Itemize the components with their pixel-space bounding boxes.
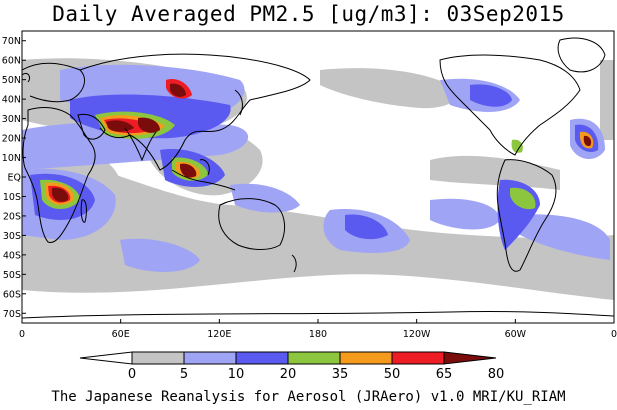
colorbar-segment (391, 351, 445, 365)
lat-tick-label: 70S (3, 309, 21, 320)
colorbar-label: 50 (384, 367, 401, 382)
lat-tick-label: 10N (2, 153, 21, 164)
lat-tick-label: 20N (2, 134, 21, 145)
colorbar-arrow-high (443, 351, 497, 365)
concentration-field (22, 31, 614, 323)
lat-tick-label: EQ (8, 173, 21, 184)
lat-tick-label: 30S (3, 231, 21, 242)
colorbar-segment (183, 351, 237, 365)
colorbar-segment (287, 351, 341, 365)
colorbar-label: 80 (488, 367, 505, 382)
lon-tick-label: 0 (19, 329, 25, 340)
coastlines (22, 37, 614, 319)
colorbar-label: 35 (332, 367, 349, 382)
lon-tick-label: 0 (611, 329, 617, 340)
lat-tick-label: 50N (2, 75, 21, 86)
lon-tick-label: 180 (309, 329, 327, 340)
colorbar-segment (339, 351, 393, 365)
lat-tick-label: 10S (3, 192, 21, 203)
latitude-axis: 70N 60N 50N 40N 30N 20N 10N EQ 10S 20S 30S 40S 50S 60… (2, 36, 26, 320)
lat-tick-label: 60N (2, 56, 21, 67)
lat-tick-label: 20S (3, 211, 21, 222)
lon-tick-label: 60W (505, 329, 527, 340)
lat-tick-label: 50S (3, 270, 21, 281)
colorbar-label: 5 (180, 367, 188, 382)
colorbar-label: 10 (228, 367, 245, 382)
colorbar-arrow-low (79, 351, 133, 365)
lat-tick-label: 40S (3, 250, 21, 261)
lat-tick-label: 70N (2, 36, 21, 47)
credit-line: The Japanese Reanalysis for Aerosol (JRA… (51, 389, 566, 405)
lat-tick-label: 30N (2, 114, 21, 125)
lon-tick-label: 60E (112, 329, 130, 340)
map-title: Daily Averaged PM2.5 [ug/m3]: 03Sep2015 (52, 2, 565, 26)
lat-tick-label: 60S (3, 289, 21, 300)
colorbar: 0 5 10 20 35 50 65 80 (79, 351, 505, 382)
colorbar-label: 0 (128, 367, 136, 382)
colorbar-label: 65 (436, 367, 453, 382)
lon-tick-label: 120W (403, 329, 431, 340)
colorbar-segment (131, 351, 185, 365)
colorbar-segment (235, 351, 289, 365)
longitude-axis: 0 60E 120E 180 120W 60W 0 (19, 319, 617, 340)
lat-tick-label: 40N (2, 95, 21, 106)
colorbar-label: 20 (280, 367, 297, 382)
lon-tick-label: 120E (207, 329, 231, 340)
